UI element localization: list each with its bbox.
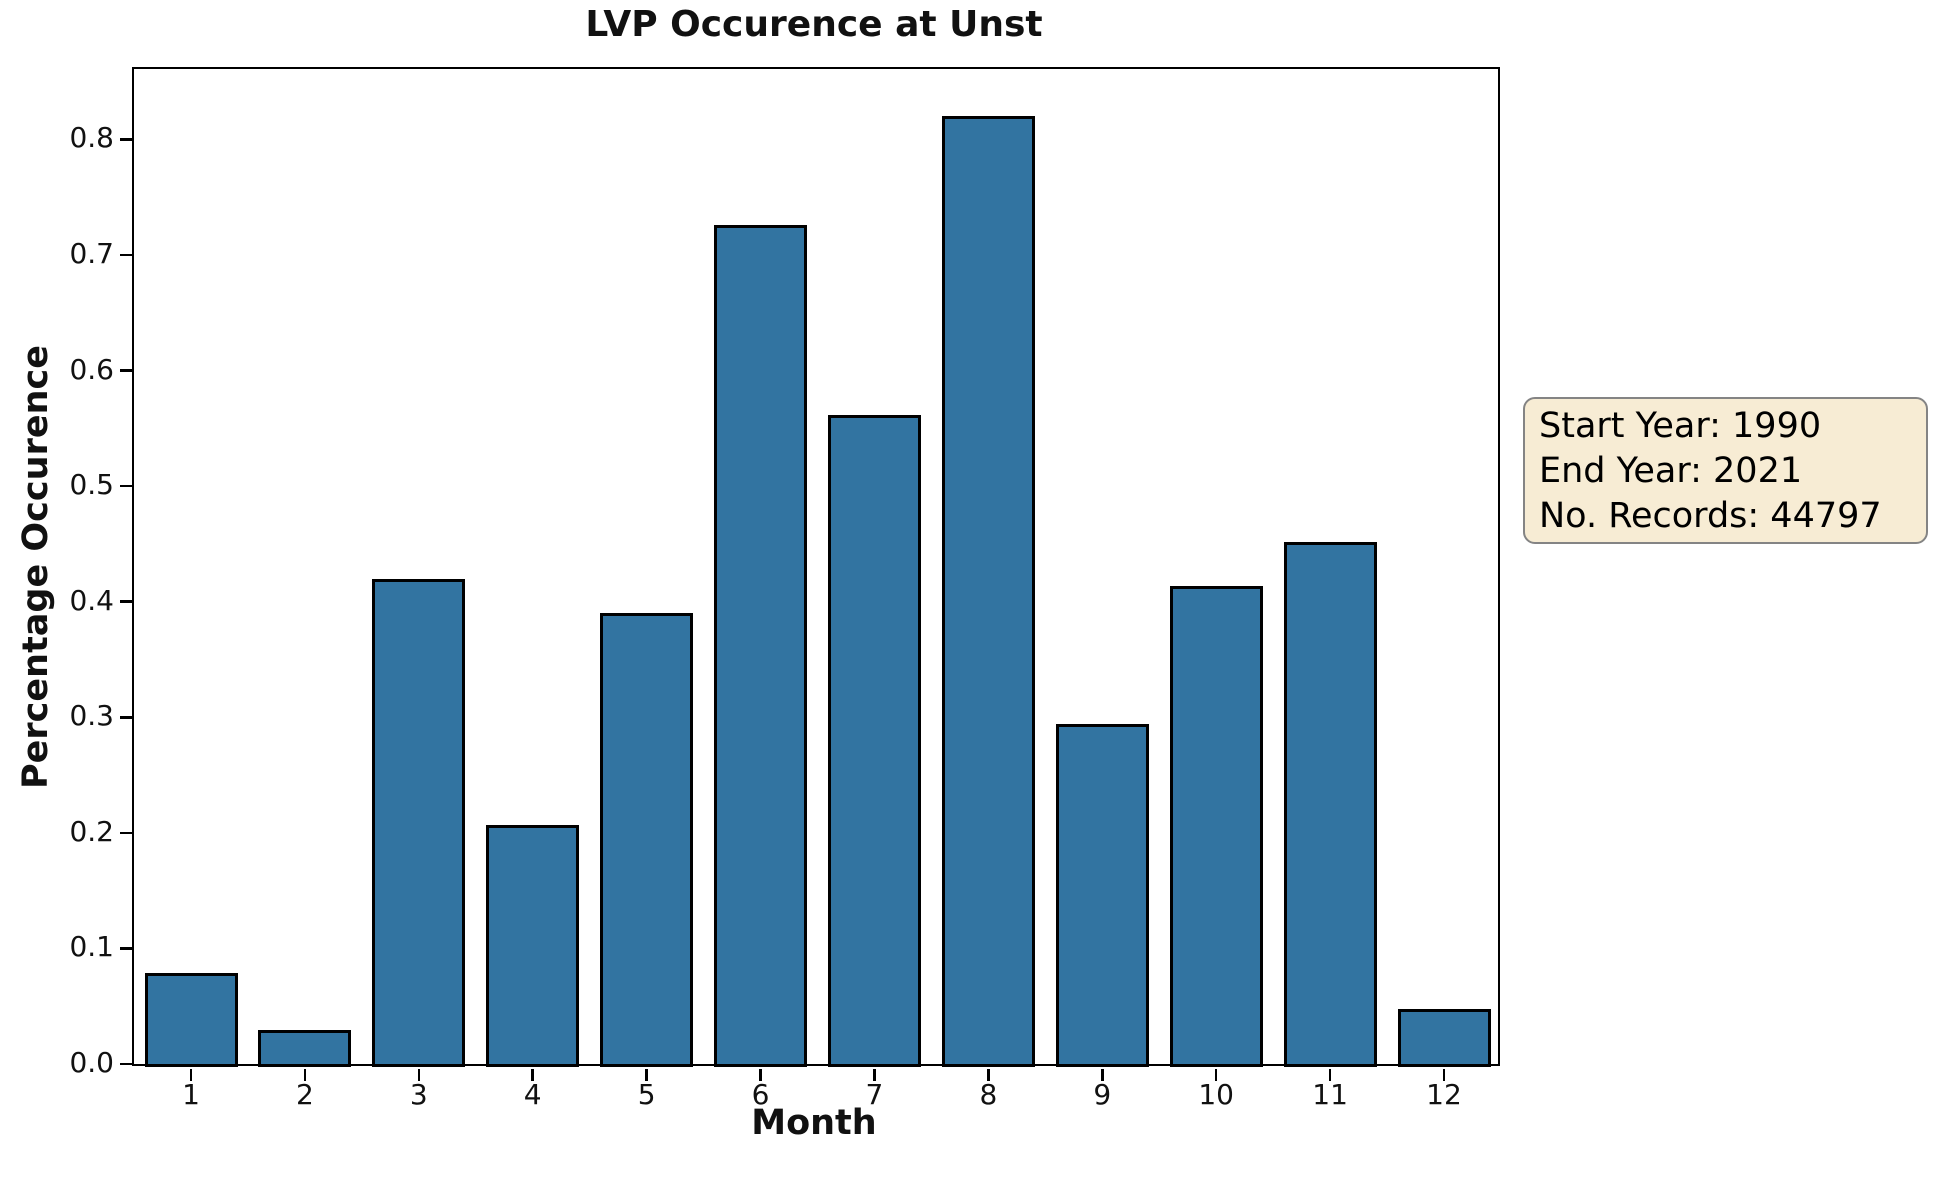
x-tick-label: 2 <box>295 1078 314 1111</box>
x-tick-label: 5 <box>637 1078 656 1111</box>
x-tick-label: 1 <box>182 1078 200 1111</box>
x-tick-mark <box>303 1068 307 1081</box>
y-tick-mark <box>120 947 132 950</box>
x-tick-label: 9 <box>1093 1078 1112 1111</box>
y-tick-label: 0.8 <box>69 121 114 155</box>
y-tick-mark <box>120 831 132 835</box>
x-tick-mark <box>759 1068 762 1081</box>
x-tick-label: 7 <box>865 1078 884 1111</box>
bar-month-9 <box>1055 724 1149 1067</box>
y-tick-mark <box>120 600 132 603</box>
x-axis-label: Month <box>751 1103 877 1143</box>
bar-month-1 <box>144 972 238 1067</box>
bar-month-10 <box>1169 585 1263 1067</box>
y-tick-label: 0.1 <box>69 930 114 964</box>
y-tick-label: 0.5 <box>69 468 114 502</box>
annotation-start-year: Start Year: 1990 <box>1539 406 1822 446</box>
y-tick-label: 0.6 <box>69 352 114 386</box>
plot-area: 0.0 0.1 0.2 0.3 0.4 0.5 0.6 0.7 0.8 1 2 3 4 5 6 7 8 9 10 11… <box>69 67 1500 1109</box>
y-tick-mark <box>120 484 132 488</box>
bar-month-2 <box>258 1030 352 1067</box>
y-tick-label: 0.3 <box>69 699 114 733</box>
y-tick-mark <box>120 138 132 141</box>
y-tick-label: 0.2 <box>69 814 114 848</box>
x-tick-mark <box>873 1068 876 1081</box>
x-tick-mark <box>987 1068 990 1081</box>
bar-month-12 <box>1397 1008 1491 1067</box>
x-tick-mark <box>645 1068 648 1081</box>
x-tick-label: 11 <box>1312 1078 1348 1111</box>
x-tick-label: 10 <box>1198 1078 1234 1111</box>
annotation-box: Start Year: 1990 End Year: 2021 No. Reco… <box>1523 397 1928 544</box>
y-tick-mark <box>120 369 132 372</box>
bar-month-3 <box>372 578 466 1067</box>
y-tick-label: 0.4 <box>69 583 114 617</box>
x-tick-label: 8 <box>979 1078 998 1111</box>
annotation-records: No. Records: 44797 <box>1539 496 1882 536</box>
bar-month-7 <box>827 414 921 1067</box>
bar-month-8 <box>941 116 1035 1067</box>
y-tick-mark <box>120 1062 132 1066</box>
x-tick-mark <box>531 1068 534 1081</box>
bar-month-11 <box>1283 541 1377 1067</box>
x-tick-mark <box>189 1068 193 1081</box>
x-tick-mark <box>1328 1068 1332 1081</box>
y-tick-mark <box>120 253 132 257</box>
bar-month-5 <box>600 613 694 1067</box>
x-tick-label: 4 <box>523 1078 542 1111</box>
annotation-end-year: End Year: 2021 <box>1539 451 1803 491</box>
y-tick-mark <box>120 716 132 719</box>
chart-title: LVP Occurence at Unst <box>585 4 1043 45</box>
x-tick-label: 6 <box>751 1078 770 1111</box>
y-tick-label: 0.7 <box>69 236 114 270</box>
x-tick-mark <box>1214 1068 1218 1081</box>
y-tick-label: 0.0 <box>69 1045 114 1079</box>
x-tick-label: 12 <box>1426 1078 1462 1111</box>
bar-month-6 <box>714 225 808 1067</box>
x-tick-mark <box>417 1068 421 1081</box>
x-tick-mark <box>1442 1068 1446 1081</box>
x-tick-label: 3 <box>409 1078 428 1111</box>
x-tick-mark <box>1101 1068 1104 1081</box>
bar-month-4 <box>486 824 580 1067</box>
